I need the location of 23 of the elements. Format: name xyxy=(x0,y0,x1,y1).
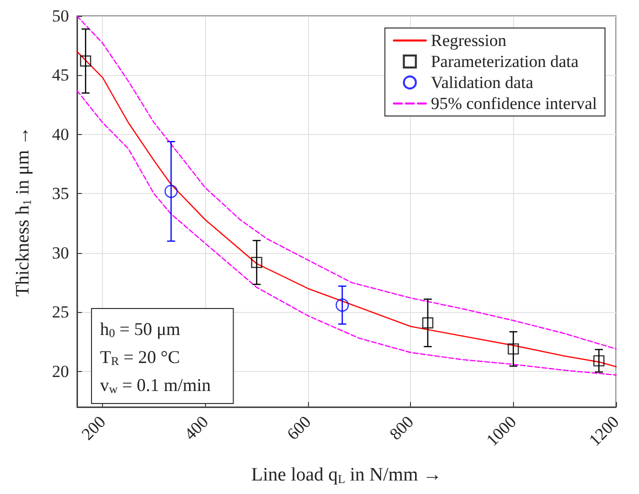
point xyxy=(593,355,605,366)
legend-label: Regression xyxy=(430,31,507,50)
point xyxy=(80,55,92,67)
x-tick-label: 200 xyxy=(78,412,110,444)
y-tick-label: 45 xyxy=(52,66,69,85)
x-tick-label: 600 xyxy=(283,412,315,444)
legend-label: Validation data xyxy=(430,73,534,92)
legend-label: 95% confidence interval xyxy=(430,94,598,113)
point xyxy=(422,317,434,328)
y-tick-label: 30 xyxy=(52,243,69,262)
y-tick-label: 20 xyxy=(52,362,69,381)
y-tick-label: 40 xyxy=(52,124,69,144)
legend-label: Parameterization data xyxy=(430,52,580,71)
x-tick-label: 800 xyxy=(386,412,418,444)
point xyxy=(164,184,178,198)
point xyxy=(251,256,262,268)
point xyxy=(336,298,349,312)
y-axis-title: Thickness h1 in μm → xyxy=(12,126,34,297)
y-tick-label: 35 xyxy=(52,184,69,204)
x-tick-label: 400 xyxy=(180,412,212,444)
y-tick-label: 25 xyxy=(52,302,69,322)
point xyxy=(508,343,519,355)
y-tick-label: 50 xyxy=(52,6,69,26)
